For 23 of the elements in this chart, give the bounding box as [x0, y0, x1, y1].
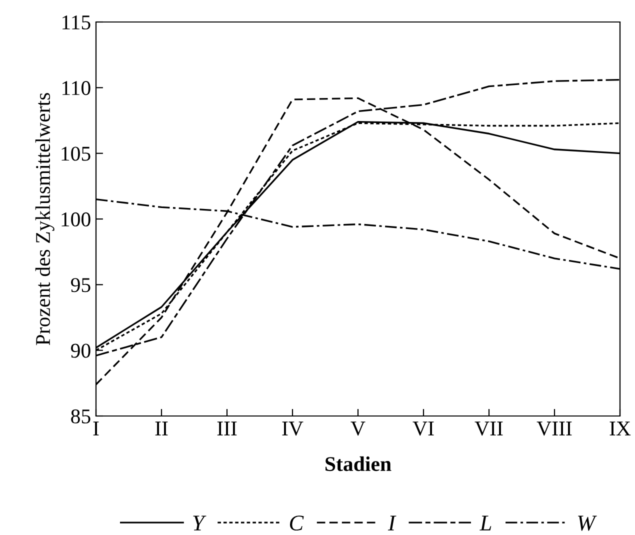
legend-label: Y — [193, 516, 206, 530]
y-tick-label: 100 — [62, 212, 90, 226]
x-axis-title: Stadien — [326, 456, 392, 472]
x-tick-label: V — [350, 422, 366, 436]
x-tick-label: IV — [282, 422, 304, 436]
y-tick-label: 95 — [70, 278, 90, 292]
legend-label: C — [290, 516, 304, 531]
x-tick-label: VI — [412, 422, 434, 436]
y-tick-label: 90 — [70, 344, 90, 358]
y-tick-label: 105 — [62, 146, 90, 161]
x-tick-label: IX — [610, 422, 631, 436]
y-tick-label: 110 — [62, 81, 90, 96]
legend-label: W — [578, 516, 597, 531]
y-tick-label: 115 — [62, 15, 90, 30]
x-tick-label: VII — [474, 422, 503, 436]
y-axis-title: Prozent des Zyklusmittelwerts — [35, 93, 54, 346]
x-tick-label: VIII — [536, 422, 572, 436]
y-tick-label: 85 — [71, 409, 90, 424]
x-tick-label: I — [93, 422, 99, 436]
legend-label: I — [388, 516, 396, 530]
x-tick-label: II — [155, 422, 168, 436]
x-tick-label: III — [217, 422, 237, 436]
legend-label: L — [480, 516, 492, 530]
